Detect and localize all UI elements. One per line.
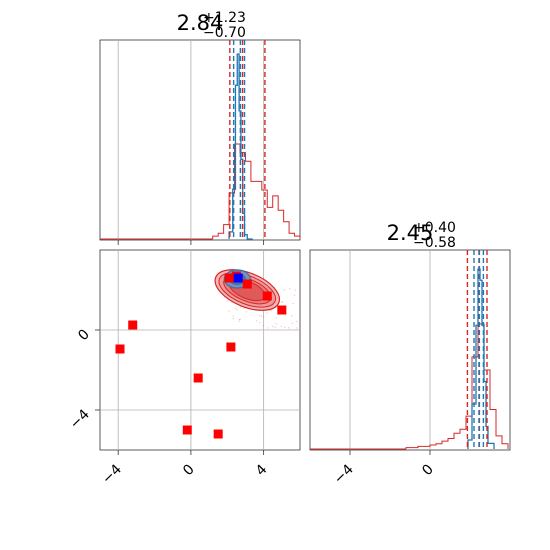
scatter-sample-dot — [232, 318, 234, 320]
joint-panel: −4 0 4 −4 0 — [67, 240, 301, 487]
param2-title-minus: −0.58 — [413, 235, 456, 251]
x-tick-label: 0 — [419, 462, 437, 480]
scatter-sample-dot — [294, 294, 296, 296]
scatter-sample-dot — [236, 309, 238, 311]
scatter-sample-dot — [272, 325, 274, 327]
joint-frame — [99, 249, 301, 451]
histogram-red-param1 — [212, 143, 301, 239]
param1-title-plus: +1.23 — [203, 10, 246, 26]
param2-title-plus: +0.40 — [413, 220, 456, 236]
x-tick-label: −4 — [99, 461, 125, 487]
scatter-sample-dot — [262, 316, 265, 318]
histogram-frame-param1 — [99, 39, 301, 241]
scatter-point — [262, 291, 272, 301]
scatter-sample-dot — [296, 320, 298, 323]
histogram-panel-param2: −4 0 2.45 +0.40 −0.58 — [309, 220, 511, 487]
scatter-sample-dot — [294, 289, 297, 291]
x-tick-label: −4 — [331, 461, 357, 487]
scatter-sample-dot — [287, 327, 290, 329]
scatter-sample-dot — [289, 288, 291, 290]
param2-title-value: 2.45 — [387, 221, 434, 245]
scatter-sample-dot — [260, 315, 263, 317]
scatter-sample-dot — [274, 326, 276, 329]
x-tick-label: 0 — [180, 462, 198, 480]
param2-title: 2.45 — [387, 221, 434, 245]
y-tick-label: 0 — [75, 327, 93, 345]
param1-title-minus: −0.70 — [203, 25, 246, 41]
scatter-sample-dot — [275, 323, 277, 325]
scatter-sample-dot — [256, 320, 258, 322]
scatter-point — [193, 373, 203, 383]
scatter-sample-dot — [240, 306, 242, 308]
scatter-sample-dot — [245, 311, 248, 313]
scatter-sample-dot — [227, 300, 229, 302]
scatter-point — [224, 273, 234, 283]
scatter-point — [213, 429, 223, 439]
histogram-panel-param1: 2.84 +1.23 −0.70 — [99, 10, 301, 241]
param1-title-value: 2.84 — [177, 11, 224, 35]
scatter-sample-dot — [243, 307, 245, 309]
histogram-red-param2 — [405, 323, 509, 449]
scatter-sample-dot — [238, 320, 240, 322]
scatter-point — [115, 344, 125, 354]
scatter-point — [242, 279, 252, 289]
scatter-sample-dot — [296, 327, 298, 329]
histogram-frame-param2 — [309, 249, 511, 451]
scatter-sample-dot — [267, 327, 269, 329]
scatter-sample-dot — [280, 325, 282, 328]
scatter-sample-dot — [266, 312, 268, 314]
scatter-sample-dot — [259, 315, 261, 317]
scatter-sample-dot — [228, 310, 230, 312]
scatter-sample-dot — [232, 315, 234, 317]
scatter-sample-dot — [284, 326, 286, 328]
scatter-sample-dot — [262, 324, 264, 326]
scatter-sample-dot — [259, 322, 261, 324]
scatter-point — [277, 305, 287, 315]
x-tick-label: 4 — [253, 461, 271, 479]
scatter-sample-dot — [292, 302, 294, 305]
param1-title: 2.84 — [177, 11, 224, 35]
scatter-point — [182, 425, 192, 435]
scatter-sample-dot — [291, 315, 293, 317]
scatter-sample-dot — [291, 322, 294, 324]
scatter-sample-dot — [275, 317, 277, 319]
scatter-sample-dot — [270, 310, 272, 312]
y-tick-label: −4 — [67, 406, 93, 432]
scatter-sample-dot — [238, 318, 241, 321]
scatter-sample-dot — [281, 301, 283, 303]
scatter-point — [226, 342, 236, 352]
center-point — [233, 273, 243, 283]
scatter-point — [128, 320, 138, 330]
scatter-sample-dot — [283, 289, 286, 291]
scatter-sample-dot — [235, 307, 237, 310]
